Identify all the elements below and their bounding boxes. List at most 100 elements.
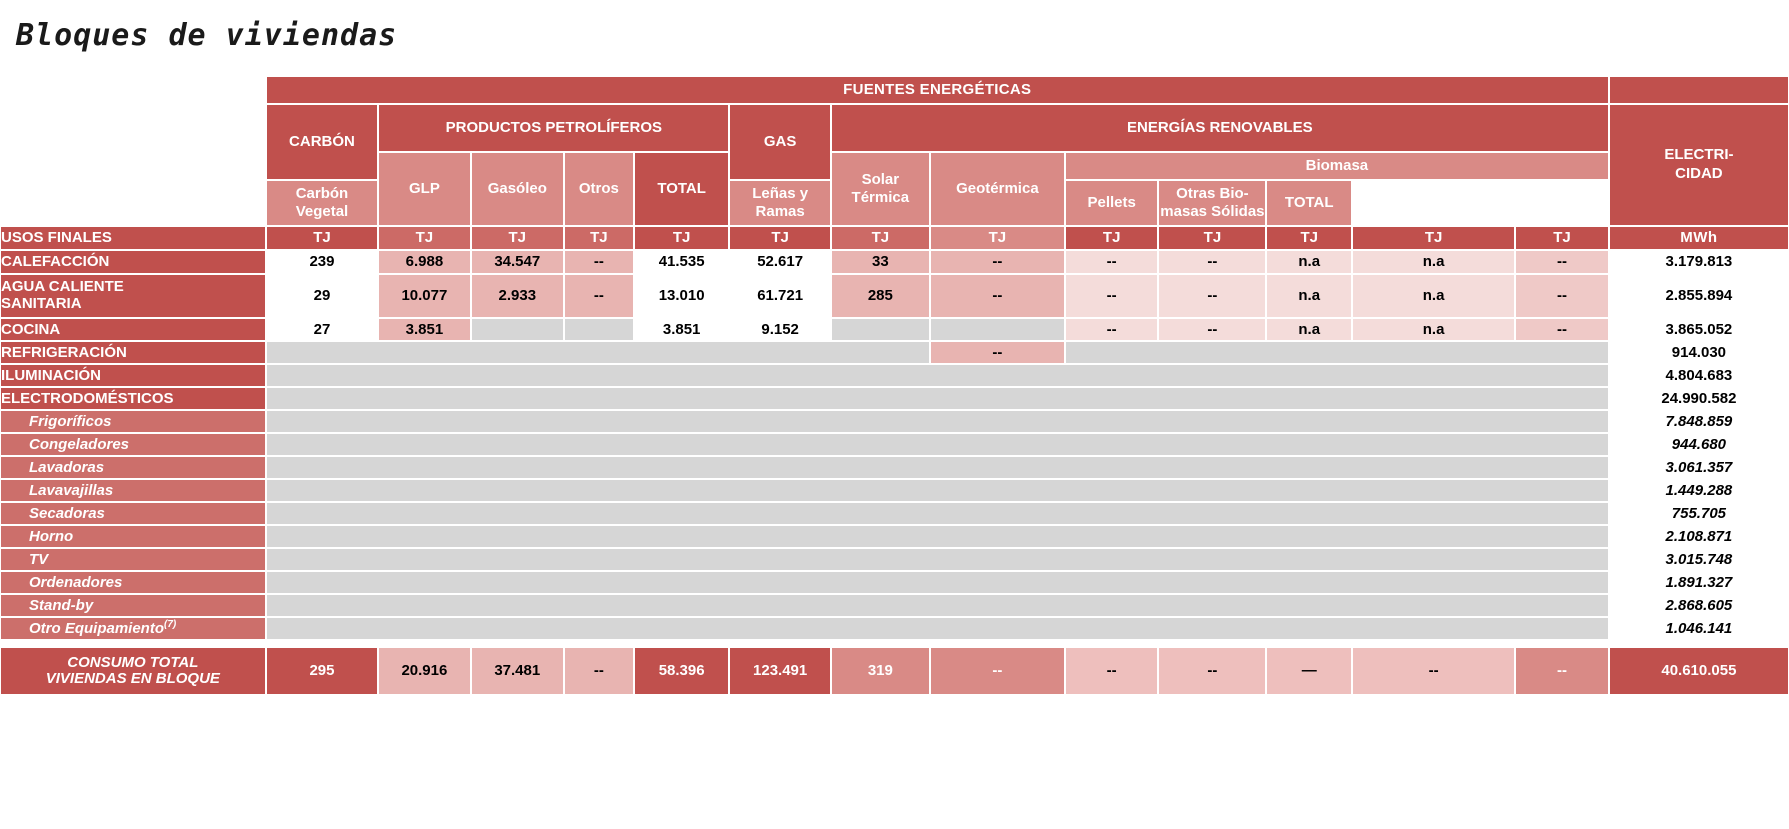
row-label-horno: Horno [0, 525, 266, 548]
cell-cocina-pp-total: 3.851 [633, 318, 730, 341]
cell-lavavajillas-electricidad: 1.449.288 [1608, 479, 1789, 502]
total-pp-total: 58.396 [633, 647, 730, 695]
unit-gn: TJ [729, 226, 831, 250]
cell-acs-solar: 285 [830, 274, 930, 318]
table-row: REFRIGERACIÓN -- 914.030 [0, 341, 1789, 364]
cell-otro-equipamiento-electricidad: 1.046.141 [1608, 617, 1789, 640]
total-lenas: -- [1158, 647, 1267, 695]
header-group-electricidad: ELECTRI- CIDAD [1608, 104, 1789, 226]
unit-lenas: TJ [1158, 226, 1267, 250]
cell-refrigeracion-empty-right [1064, 341, 1609, 364]
header-col-carbon-vegetal: Carbón Vegetal [265, 180, 379, 226]
total-antracita: 295 [265, 647, 379, 695]
total-gn: 123.491 [729, 647, 831, 695]
header-group-energias-renovables: ENERGÍAS RENOVABLES [830, 104, 1609, 152]
header-biomasa-row: Carbón Vegetal Leñas y Ramas Pellets Otr… [0, 180, 1789, 226]
carbonveg-line2: Vegetal [295, 203, 349, 220]
cell-horno-electricidad: 2.108.871 [1608, 525, 1789, 548]
cell-calefaccion-electricidad: 3.179.813 [1608, 250, 1789, 274]
row-label-frigorificos: Frigoríficos [0, 410, 266, 433]
cell-acs-geotermica: -- [929, 274, 1065, 318]
header-col-geotermica: Geotérmica [929, 152, 1065, 226]
cell-iluminacion-electricidad: 4.804.683 [1608, 364, 1789, 387]
otro-equip-text: Otro Equipamiento [29, 620, 164, 638]
total-bio-total: -- [1515, 647, 1609, 695]
cell-calefaccion-gasoleo: 34.547 [470, 250, 564, 274]
total-otros: -- [564, 647, 634, 695]
table-row: ELECTRODOMÉSTICOS 24.990.582 [0, 387, 1789, 410]
energy-consumption-table: FUENTES ENERGÉTICAS CARBÓN PRODUCTOS PET… [0, 76, 1789, 695]
cell-calefaccion-otras-bio: n.a [1352, 250, 1516, 274]
row-label-tv: TV [0, 548, 266, 571]
footnote-marker: (7) [164, 619, 177, 631]
unit-solar: TJ [830, 226, 930, 250]
list-item: Secadoras 755.705 [0, 502, 1789, 525]
header-col-bio-total: TOTAL [1266, 180, 1352, 226]
lenas-line1: Leñas y [752, 185, 809, 202]
cell-frigorificos-empty [265, 410, 1609, 433]
total-gasoleo: 37.481 [470, 647, 564, 695]
blank-corner-3 [0, 152, 266, 180]
header-group-row: CARBÓN PRODUCTOS PETROLÍFEROS GAS ENERGÍ… [0, 104, 1789, 226]
cell-calefaccion-pellets: n.a [1266, 250, 1352, 274]
row-label-agua-caliente-sanitaria: AGUA CALIENTE SANITARIA [0, 274, 266, 318]
cell-acs-pp-total: 13.010 [633, 274, 730, 318]
cell-standby-electricidad: 2.868.605 [1608, 594, 1789, 617]
row-label-lavadoras: Lavadoras [0, 456, 266, 479]
carbonveg-line1: Carbón [295, 185, 349, 202]
list-item: Congeladores 944.680 [0, 433, 1789, 456]
cell-calefaccion-pp-total: 41.535 [633, 250, 730, 274]
otrasbio-line1: Otras Bio- [1176, 185, 1249, 202]
sep-blank-right [1608, 640, 1789, 647]
cell-acs-gn: 61.721 [729, 274, 831, 318]
cell-lavadoras-empty [265, 456, 1609, 479]
row-label-consumo-total: CONSUMO TOTAL VIVIENDAS EN BLOQUE [0, 647, 266, 695]
cell-cocina-gasoleo [470, 318, 564, 341]
cell-refrigeracion-empty-left [265, 341, 930, 364]
blank-corner [0, 76, 266, 104]
cell-cocina-electricidad: 3.865.052 [1608, 318, 1789, 341]
header-electricidad-line1: ELECTRI- [1664, 146, 1734, 164]
header-usos-finales: USOS FINALES [0, 226, 266, 250]
list-item: TV 3.015.748 [0, 548, 1789, 571]
cell-cocina-glp: 3.851 [378, 318, 471, 341]
cell-calefaccion-geotermica: -- [929, 250, 1065, 274]
header-group-productos-petroliferos: PRODUCTOS PETROLÍFEROS [378, 104, 730, 152]
cell-cocina-bio-total: -- [1515, 318, 1609, 341]
row-label-congeladores: Congeladores [0, 433, 266, 456]
cell-calefaccion-glp: 6.988 [378, 250, 471, 274]
header-col-otras-biomasas: Otras Bio- masas Sólidas [1158, 180, 1267, 226]
cell-congeladores-empty [265, 433, 1609, 456]
cell-calefaccion-otros: -- [564, 250, 634, 274]
header-col-otros: Otros [564, 152, 634, 226]
header-col-pp-total: TOTAL [633, 152, 730, 226]
total-row: CONSUMO TOTAL VIVIENDAS EN BLOQUE 295 20… [0, 647, 1789, 695]
row-label-electrodomesticos: ELECTRODOMÉSTICOS [0, 387, 266, 410]
list-item: Horno 2.108.871 [0, 525, 1789, 548]
unit-bio-total: TJ [1515, 226, 1609, 250]
header-subgroup-row: GLP Gasóleo Otros TOTAL Solar Térmica Ge… [0, 152, 1789, 226]
total-glp: 20.916 [378, 647, 471, 695]
cell-lavadoras-electricidad: 3.061.357 [1608, 456, 1789, 479]
unit-otros: TJ [564, 226, 634, 250]
cell-ordenadores-empty [265, 571, 1609, 594]
row-label-stand-by: Stand-by [0, 594, 266, 617]
total-otras-bio: -- [1352, 647, 1516, 695]
sep-grey [265, 640, 1609, 647]
total-label-line1: CONSUMO TOTAL [67, 654, 199, 672]
separator-row [0, 640, 1789, 647]
cell-refrigeracion-geotermica: -- [929, 341, 1065, 364]
cell-refrigeracion-electricidad: 914.030 [1608, 341, 1789, 364]
list-item: Ordenadores 1.891.327 [0, 571, 1789, 594]
row-label-ordenadores: Ordenadores [0, 571, 266, 594]
cell-frigorificos-electricidad: 7.848.859 [1608, 410, 1789, 433]
header-fuentes-energeticas: FUENTES ENERGÉTICAS [265, 76, 1609, 104]
lenas-line2: Ramas [755, 203, 805, 220]
cell-cocina-otros [564, 318, 634, 341]
header-col-pellets: Pellets [1064, 180, 1159, 226]
total-pellets: — [1266, 647, 1352, 695]
cell-calefaccion-solar: 33 [830, 250, 930, 274]
cell-acs-glp: 10.077 [378, 274, 471, 318]
cell-secadoras-electricidad: 755.705 [1608, 502, 1789, 525]
